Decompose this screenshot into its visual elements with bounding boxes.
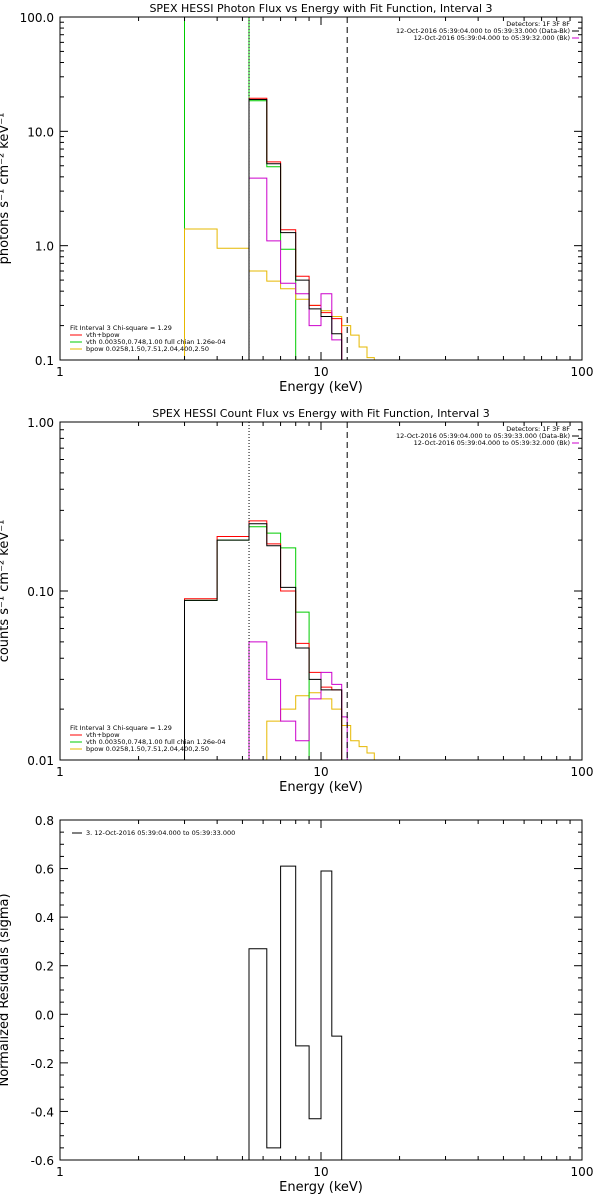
x-axis-label: Energy (keV) [279, 1180, 363, 1195]
y-axis-label: Normalized Residuals (sigma) [0, 893, 12, 1086]
x-tick-label: 100 [571, 365, 594, 379]
y-tick-label: -0.6 [31, 1154, 54, 1168]
series-line-total_alt [184, 520, 343, 760]
info-line: 12-Oct-2016 05:39:04.000 to 05:39:32.000… [414, 439, 570, 447]
y-tick-label: 1.00 [27, 416, 54, 430]
x-tick-label: 100 [571, 765, 594, 779]
legend: Fit Interval 3 Chi-square = 1.29vth+bpow… [70, 324, 226, 353]
axes-frame [59, 421, 583, 761]
x-axis-label: Energy (keV) [279, 780, 363, 795]
x-tick-label: 10 [313, 1165, 328, 1179]
series-group [248, 865, 343, 1160]
info-line: Detectors: 1F 3F 8F [506, 425, 570, 433]
chart-panel-3: 1 10 100 Energy (keV) -0.6 -0.4 -0.2 0.0 0.2 0.4 0… [0, 814, 593, 1195]
y-axis-label: photons s⁻¹ cm⁻² keV⁻¹ [0, 113, 12, 265]
series-line-bpow [249, 692, 382, 760]
x-axis: 1 10 100 Energy (keV) [56, 820, 593, 1195]
x-axis: 1 10 100 Energy (keV) [56, 422, 593, 795]
legend-entry: bpow 0.0258,1.50,7.51,2.04,400,2.50 [86, 745, 209, 753]
series-line-preflare [248, 641, 348, 760]
legend-entry: 3. 12-Oct-2016 05:39:04.000 to 05:39:33.… [86, 829, 235, 837]
series-line-total [248, 99, 343, 360]
legend-entry: vth+bpow [86, 731, 120, 739]
legend-entry: vth+bpow [86, 331, 120, 339]
x-tick-label: 100 [571, 1165, 594, 1179]
chart-panel-1: 1 10 100 Energy (keV) 0.1 1.0 10.0 100.0 photons… [0, 2, 593, 395]
x-tick-label: 10 [313, 365, 328, 379]
series-line-total [184, 523, 343, 760]
series-group [184, 17, 375, 360]
x-axis-label: Energy (keV) [279, 380, 363, 395]
y-tick-label: 0.2 [35, 960, 54, 974]
x-tick-label: 1 [56, 1165, 64, 1179]
series-line-preflare [248, 177, 348, 360]
y-tick-label: 0.0 [35, 1008, 54, 1022]
x-tick-label: 1 [56, 365, 64, 379]
y-axis-label: counts s⁻¹ cm⁻² keV⁻¹ [0, 520, 12, 663]
info-line: 12-Oct-2016 05:39:04.000 to 05:39:33.000… [396, 27, 570, 35]
y-axis: -0.6 -0.4 -0.2 0.0 0.2 0.4 0.6 0.8 Normalized Re… [0, 814, 582, 1168]
y-tick-label: -0.2 [31, 1057, 54, 1071]
y-tick-label: 0.8 [35, 814, 54, 828]
y-tick-label: 0.01 [27, 754, 54, 768]
chart-panel-2: 1 10 100 Energy (keV) 0.01 0.10 1.00 counts s⁻¹… [0, 407, 593, 795]
info-line: Detectors: 1F 3F 8F [506, 20, 570, 28]
y-axis: 0.01 0.10 1.00 counts s⁻¹ cm⁻² keV⁻¹ [0, 416, 582, 768]
legend-header: Fit Interval 3 Chi-square = 1.29 [70, 724, 172, 732]
x-tick-label: 1 [56, 765, 64, 779]
legend: Fit Interval 3 Chi-square = 1.29vth+bpow… [70, 724, 226, 753]
y-tick-label: 0.4 [35, 911, 54, 925]
legend: 3. 12-Oct-2016 05:39:04.000 to 05:39:33.… [72, 829, 235, 837]
y-axis: 0.1 1.0 10.0 100.0 photons s⁻¹ cm⁻² keV⁻¹ [0, 11, 582, 368]
x-axis: 1 10 100 Energy (keV) [56, 17, 593, 395]
chart-title: SPEX HESSI Photon Flux vs Energy with Fi… [149, 2, 492, 15]
chart-title: SPEX HESSI Count Flux vs Energy with Fit… [152, 407, 489, 420]
legend-entry: vth 0.00350,0.748,1.00 full chian 1.26e-… [86, 738, 226, 746]
y-tick-label: 10.0 [27, 125, 54, 139]
y-tick-label: -0.4 [31, 1105, 54, 1119]
y-tick-label: 0.10 [27, 585, 54, 599]
series-line-vth [184, 17, 310, 360]
y-tick-label: 1.0 [35, 240, 54, 254]
y-tick-label: 0.1 [35, 354, 54, 368]
series-group [184, 520, 382, 760]
x-tick-label: 10 [313, 765, 328, 779]
legend-header: Fit Interval 3 Chi-square = 1.29 [70, 324, 172, 332]
y-tick-label: 100.0 [20, 11, 54, 25]
info-line: 12-Oct-2016 05:39:04.000 to 05:39:33.000… [396, 432, 570, 440]
info-line: 12-Oct-2016 05:39:04.000 to 05:39:32.000… [414, 34, 570, 42]
legend-entry: vth 0.00350,0.748,1.00 full chian 1.26e-… [86, 338, 226, 346]
series-line-residual [248, 865, 343, 1160]
y-tick-label: 0.6 [35, 863, 54, 877]
legend-entry: bpow 0.0258,1.50,7.51,2.04,400,2.50 [86, 345, 209, 353]
series-line-vth [184, 526, 310, 760]
